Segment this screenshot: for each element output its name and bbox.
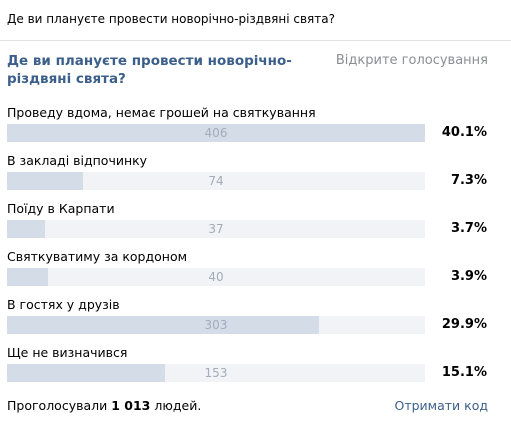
poll-option-votes: 74 [208,174,224,188]
poll-option-bar: 40 [7,268,425,286]
total-votes-prefix: Проголосували [7,398,108,413]
total-votes-count: 1 013 [111,398,151,413]
poll-option[interactable]: В закладі відпочинку 74 7.3% [7,153,497,193]
poll-option-label: Ще не визначився [7,345,128,360]
poll-option-percent: 3.9% [450,269,487,284]
poll-option-percent: 3.7% [450,221,487,236]
poll-option-label: В закладі відпочинку [7,153,148,168]
poll-option-bar-fill [7,268,48,286]
poll-option-votes: 37 [208,222,224,236]
divider [0,40,511,41]
poll-option-bar-fill [7,220,45,238]
poll-option-bar: 406 [7,124,425,142]
poll-option-bar-fill [7,316,319,334]
poll-option[interactable]: Поїду в Карпати 37 3.7% [7,201,497,241]
poll-option[interactable]: Святкуватиму за кордоном 40 3.9% [7,249,497,289]
poll-option-bar: 303 [7,316,425,334]
poll-option-bar-fill [7,364,165,382]
poll-option-percent: 7.3% [450,173,487,188]
post-question: Де ви плануєте провести новорічно-різдвя… [7,12,335,26]
poll-option[interactable]: Ще не визначився 153 15.1% [7,345,497,385]
poll-option-votes: 153 [204,366,228,380]
total-votes-suffix: людей. [154,398,202,413]
poll-option-label: В гостях у друзів [7,297,120,312]
poll-option-label: Проведу вдома, немає грошей на святкуван… [7,105,316,120]
poll-option-label: Поїду в Карпати [7,201,115,216]
poll-option-votes: 406 [204,126,228,140]
poll-option-bar: 153 [7,364,425,382]
poll-option-percent: 15.1% [441,365,487,380]
poll-option-percent: 29.9% [441,317,487,332]
total-votes: Проголосували 1 013 людей. [7,398,201,413]
poll-option-bar: 74 [7,172,425,190]
get-code-link[interactable]: Отримати код [394,398,489,413]
poll-option-bar-fill [7,172,83,190]
poll-option-bar-fill [7,124,425,142]
poll-option-votes: 40 [208,270,224,284]
poll-option-percent: 40.1% [441,125,487,140]
poll-option[interactable]: В гостях у друзів 303 29.9% [7,297,497,337]
poll-type-label: Відкрите голосування [335,53,488,68]
poll-option-votes: 303 [204,318,228,332]
poll-option-label: Святкуватиму за кордоном [7,249,188,264]
poll-title: Де ви плануєте провести новорічно-різдвя… [7,53,292,87]
poll-option[interactable]: Проведу вдома, немає грошей на святкуван… [7,105,497,145]
poll-option-bar: 37 [7,220,425,238]
